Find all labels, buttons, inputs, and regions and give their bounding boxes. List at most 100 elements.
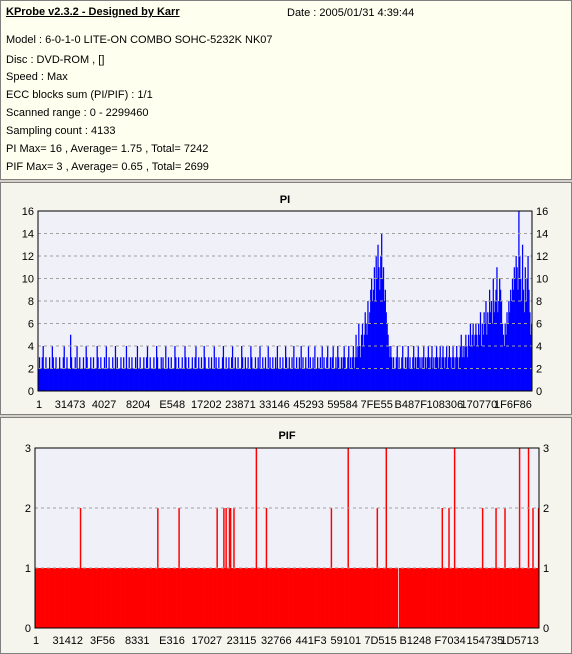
bar xyxy=(119,368,121,391)
bar xyxy=(167,357,170,391)
bar xyxy=(489,312,492,391)
bar xyxy=(471,334,473,391)
bar xyxy=(236,568,239,628)
bar xyxy=(392,568,394,628)
bar xyxy=(55,357,57,391)
bar xyxy=(87,368,89,391)
bar xyxy=(420,357,422,391)
bar xyxy=(301,368,303,391)
y-tick-label-right: 1 xyxy=(543,563,549,575)
bar xyxy=(299,368,301,391)
bar xyxy=(244,568,246,628)
bar xyxy=(84,568,86,628)
bar xyxy=(484,568,486,628)
bar xyxy=(140,368,142,391)
bar xyxy=(332,568,335,628)
bar xyxy=(201,568,204,628)
y-tick-label-right: 4 xyxy=(536,341,542,353)
bar xyxy=(341,368,343,391)
bar xyxy=(199,368,201,391)
bar xyxy=(365,568,367,628)
bar xyxy=(471,568,474,628)
x-tick-label: 8204 xyxy=(126,399,150,411)
bar xyxy=(451,568,454,628)
bar xyxy=(448,346,451,391)
bar xyxy=(92,357,95,391)
bar xyxy=(133,368,135,391)
bar xyxy=(498,301,500,391)
bar xyxy=(460,568,463,628)
bar xyxy=(217,568,220,628)
bar xyxy=(447,357,450,391)
bar xyxy=(342,357,344,391)
bar xyxy=(301,568,304,628)
bar xyxy=(403,368,405,391)
bar xyxy=(167,568,169,628)
x-tick-label: 17202 xyxy=(191,399,222,411)
bar xyxy=(275,368,278,391)
y-tick-label-left: 0 xyxy=(28,386,34,398)
bar xyxy=(77,368,79,391)
bar xyxy=(224,368,226,391)
bar xyxy=(69,368,71,391)
bar xyxy=(99,568,102,628)
bar xyxy=(37,568,39,628)
bar xyxy=(246,568,249,628)
bar xyxy=(298,357,300,391)
bar xyxy=(150,368,152,391)
bar xyxy=(83,568,85,628)
bar xyxy=(366,568,368,628)
bar xyxy=(315,568,317,628)
bar xyxy=(86,357,88,391)
bar xyxy=(313,368,315,391)
bar xyxy=(222,568,224,628)
bar xyxy=(510,301,513,391)
bar xyxy=(381,278,384,391)
bar xyxy=(236,368,238,391)
bar xyxy=(503,568,505,628)
bar xyxy=(371,301,374,391)
bar xyxy=(525,568,528,628)
bar xyxy=(450,368,452,391)
bar xyxy=(356,357,358,391)
bar xyxy=(90,357,92,391)
bar xyxy=(424,357,427,391)
bar xyxy=(75,568,77,628)
bar xyxy=(237,568,240,628)
bar xyxy=(381,233,383,391)
bar xyxy=(209,368,212,391)
x-tick-label: 8331 xyxy=(125,635,149,647)
bar xyxy=(309,357,311,391)
bar xyxy=(396,346,398,391)
bar xyxy=(410,368,412,391)
bar xyxy=(143,357,145,391)
bar xyxy=(513,267,515,391)
bar xyxy=(225,357,227,391)
bar xyxy=(74,357,76,391)
bar xyxy=(251,357,253,391)
bar xyxy=(295,568,298,628)
bar xyxy=(462,568,465,628)
x-tick-label: B1248 xyxy=(399,635,431,647)
bar xyxy=(190,368,193,391)
x-tick-label: 4027 xyxy=(92,399,116,411)
bar xyxy=(136,346,139,391)
bar xyxy=(530,568,532,628)
bar xyxy=(420,568,422,628)
bar xyxy=(421,568,423,628)
bar xyxy=(277,368,279,391)
bar xyxy=(214,568,216,628)
bar xyxy=(359,346,361,391)
bar xyxy=(96,568,99,628)
bar xyxy=(225,508,227,628)
y-tick-label-left: 2 xyxy=(28,364,34,376)
bar xyxy=(106,368,108,391)
bar xyxy=(242,368,245,391)
bar xyxy=(337,568,339,628)
bar xyxy=(58,368,60,391)
bar xyxy=(61,568,64,628)
bar xyxy=(485,301,487,391)
bar xyxy=(42,568,45,628)
bar xyxy=(514,568,516,628)
